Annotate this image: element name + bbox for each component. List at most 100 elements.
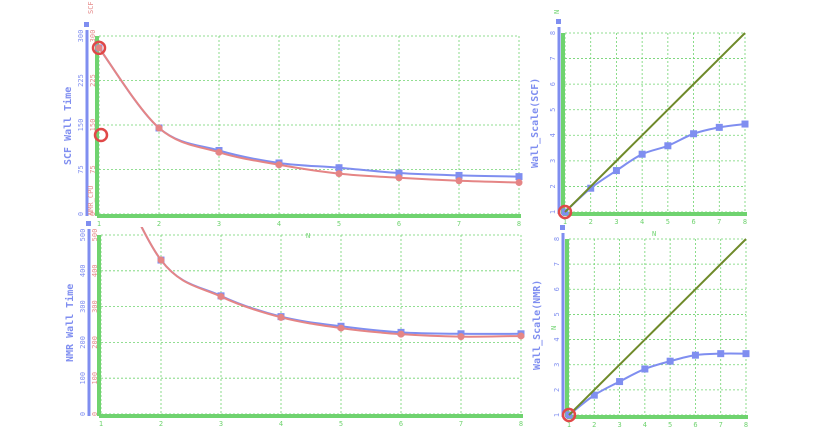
y2-tick-label: 100 bbox=[91, 372, 99, 385]
data-point-square bbox=[666, 357, 674, 365]
axis-top-marker bbox=[84, 22, 89, 27]
x-tick-label: 4 bbox=[640, 218, 644, 226]
x-tick-label: 2 bbox=[157, 220, 161, 228]
x-tick-label: 6 bbox=[399, 420, 403, 428]
y-tick-label: 200 bbox=[79, 336, 87, 349]
x-tick-label: 7 bbox=[459, 420, 463, 428]
x-tick-label: 6 bbox=[691, 218, 695, 226]
data-point-square bbox=[638, 150, 646, 158]
wall-scale-nmr-secondary-axis-label: N bbox=[550, 326, 558, 330]
series-line bbox=[140, 227, 522, 338]
y-tick-label: 1 bbox=[549, 210, 557, 214]
x-tick-label: 7 bbox=[717, 218, 721, 226]
data-point-circle bbox=[157, 256, 165, 264]
y2-tick-label: 0 bbox=[89, 212, 97, 216]
y-tick-label: 300 bbox=[77, 30, 85, 43]
x-tick-label: 5 bbox=[337, 220, 341, 228]
data-point-square bbox=[715, 123, 723, 131]
scf-secondary-axis-label: SCF bbox=[87, 1, 95, 14]
x-tick-label: 8 bbox=[519, 420, 523, 428]
series-line bbox=[140, 227, 522, 335]
y-tick-label: 2 bbox=[549, 184, 557, 188]
series-line bbox=[568, 352, 747, 416]
data-point-square bbox=[515, 173, 523, 181]
series-layer bbox=[140, 227, 525, 341]
series-line bbox=[98, 47, 520, 184]
data-point-square bbox=[664, 142, 672, 150]
data-point-circle bbox=[517, 332, 525, 340]
axis-top-marker bbox=[556, 19, 561, 24]
wall-scale-nmr-ylabel: Wall_Scale(NMR) bbox=[532, 280, 543, 370]
y2-tick-label: 150 bbox=[89, 119, 97, 132]
x-tick-label: 2 bbox=[159, 420, 163, 428]
axis-top-marker bbox=[86, 221, 91, 226]
y-tick-label: 150 bbox=[77, 119, 85, 132]
data-point-square bbox=[455, 171, 463, 179]
y-tick-label: 2 bbox=[553, 388, 561, 392]
x-tick-label: 6 bbox=[397, 220, 401, 228]
y-tick-label: 225 bbox=[77, 74, 85, 87]
y-tick-label: 6 bbox=[549, 82, 557, 86]
series-line bbox=[98, 47, 520, 178]
highlight-ring bbox=[557, 204, 573, 220]
y-tick-label: 4 bbox=[549, 133, 557, 137]
data-point-square bbox=[612, 167, 620, 175]
data-point-circle bbox=[515, 179, 523, 187]
data-point-square bbox=[587, 184, 595, 192]
y2-tick-label: 300 bbox=[89, 30, 97, 43]
wall-scale-nmr-panel: 1 2 3 4 5 6 7 8 1 2 3 4 5 6 7 8 bbox=[553, 225, 750, 429]
y-tick-label: 300 bbox=[79, 300, 87, 313]
data-point-square bbox=[590, 391, 598, 399]
x-tick-label: 5 bbox=[668, 421, 672, 429]
wall-scale-scf-panel: 1 2 3 4 5 6 7 8 1 2 3 4 5 6 7 8 bbox=[549, 19, 749, 226]
data-point-circle bbox=[335, 170, 343, 178]
data-point-square bbox=[691, 351, 699, 359]
y-tick-label: 3 bbox=[549, 159, 557, 163]
y2-tick-label: 225 bbox=[89, 74, 97, 87]
y2-tick-label: 75 bbox=[89, 165, 97, 173]
x-tick-label: 8 bbox=[744, 421, 748, 429]
x-tick-label: 7 bbox=[457, 220, 461, 228]
data-point-circle bbox=[95, 44, 103, 52]
data-point-circle bbox=[455, 177, 463, 185]
y2-tick-label: 300 bbox=[91, 300, 99, 313]
nmr-secondary-axis-label: NMR_CPU bbox=[87, 185, 95, 215]
x-tick-label: 5 bbox=[339, 420, 343, 428]
data-point-circle bbox=[215, 148, 223, 156]
y2-tick-label: 400 bbox=[91, 264, 99, 277]
highlight-ring bbox=[561, 407, 577, 423]
data-point-square bbox=[616, 378, 624, 386]
x-tick-label: 8 bbox=[517, 220, 521, 228]
data-point-square bbox=[335, 164, 343, 172]
y-tick-label: 8 bbox=[549, 31, 557, 35]
y-tick-label: 5 bbox=[549, 108, 557, 112]
y-tick-label: 7 bbox=[549, 56, 557, 60]
data-point-square bbox=[717, 350, 725, 358]
y-tick-label: 8 bbox=[553, 237, 561, 241]
axis-top-marker bbox=[560, 225, 565, 230]
y-tick-label: 100 bbox=[79, 372, 87, 385]
x-tick-label: 7 bbox=[719, 421, 723, 429]
data-point-square bbox=[690, 130, 698, 138]
x-tick-label: 4 bbox=[277, 220, 281, 228]
x-tick-label: 6 bbox=[693, 421, 697, 429]
x-tick-label: 1 bbox=[563, 218, 567, 226]
wall-scale-scf-secondary-axis-label: N bbox=[553, 10, 561, 14]
data-point-circle bbox=[395, 174, 403, 182]
x-tick-label: 8 bbox=[743, 218, 747, 226]
scf-wall-time-panel: 1 2 3 4 5 6 7 8 0 75 150 225 300 0 75 150 225 300 bbox=[77, 22, 523, 228]
highlight-ring bbox=[91, 40, 107, 56]
y2-tick-label: 0 bbox=[91, 412, 99, 416]
y2-tick-label: 200 bbox=[91, 336, 99, 349]
x-tick-label: 3 bbox=[614, 218, 618, 226]
y-tick-label: 4 bbox=[553, 337, 561, 341]
y-tick-label: 0 bbox=[79, 412, 87, 416]
series-layer bbox=[561, 32, 749, 216]
data-point-circle bbox=[277, 313, 285, 321]
data-point-circle bbox=[397, 330, 405, 338]
x-tick-label: 3 bbox=[217, 220, 221, 228]
series-line bbox=[564, 123, 746, 213]
data-point-square bbox=[395, 169, 403, 177]
y-tick-label: 400 bbox=[79, 264, 87, 277]
